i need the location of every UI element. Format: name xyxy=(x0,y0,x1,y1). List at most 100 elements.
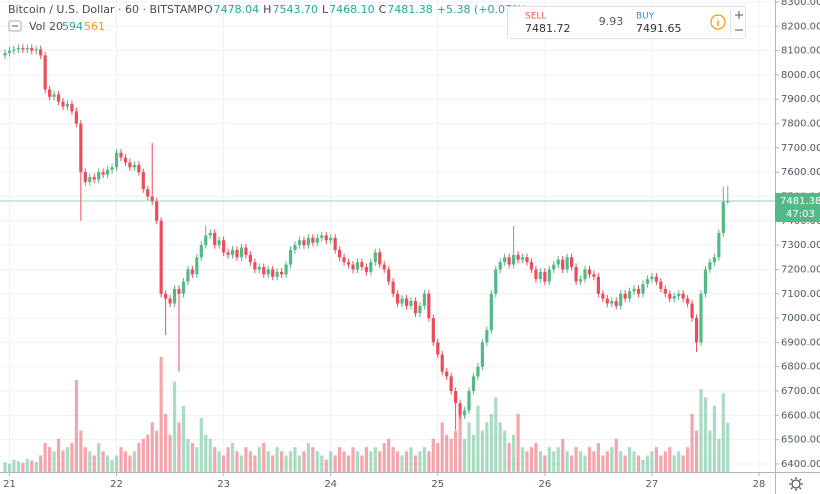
volume-bar xyxy=(650,451,654,472)
sell-button[interactable] xyxy=(516,9,590,36)
candle-body xyxy=(454,391,458,404)
candle-body xyxy=(222,240,226,253)
ohlc-change: +5.38 (+0.07%) xyxy=(437,3,527,16)
candle-body xyxy=(123,157,128,163)
x-tick-label: 26 xyxy=(538,479,551,490)
volume-bar xyxy=(717,438,721,472)
volume-bar xyxy=(101,451,105,472)
y-tick-label: 7100.00 xyxy=(781,289,820,300)
volume-bar xyxy=(346,455,351,472)
volume-bar xyxy=(288,451,293,472)
volume-bar xyxy=(329,451,333,472)
candle-body xyxy=(382,264,386,270)
y-tick-label: 8300.00 xyxy=(781,0,820,8)
volume-bar xyxy=(387,438,391,472)
candle-body xyxy=(427,293,431,319)
candle-body xyxy=(56,94,61,102)
candle-body xyxy=(65,104,70,107)
ohlc-value: 7543.70 xyxy=(272,3,318,16)
candle-body xyxy=(396,293,400,304)
candle-body xyxy=(592,274,596,277)
volume-bar xyxy=(413,455,418,472)
volume-bar xyxy=(632,451,636,472)
candle-body xyxy=(48,89,52,97)
volume-bar xyxy=(177,422,181,472)
volume-bar xyxy=(659,455,663,472)
candle-body xyxy=(34,49,38,51)
volume-bar xyxy=(83,447,87,472)
volume-bar xyxy=(726,422,730,472)
volume-bar xyxy=(56,438,61,472)
candle-body xyxy=(288,249,293,265)
candle-body xyxy=(494,269,498,294)
settings-button[interactable] xyxy=(791,479,801,489)
y-tick-label: 6600.00 xyxy=(781,410,820,421)
y-tick-label: 7600.00 xyxy=(781,167,820,178)
candle-body xyxy=(712,257,716,263)
volume-bar xyxy=(409,447,413,472)
volume-bar xyxy=(92,455,96,472)
candle-body xyxy=(480,342,484,367)
volume-bar xyxy=(114,455,119,472)
volume-bar xyxy=(565,451,569,472)
volume-bar xyxy=(123,451,128,472)
candle-body xyxy=(239,247,244,258)
candle-body xyxy=(302,240,306,246)
candle-body xyxy=(190,269,194,275)
volume-bar xyxy=(266,451,270,472)
y-tick-label: 6400.00 xyxy=(781,459,820,470)
buy-button[interactable] xyxy=(630,9,704,36)
volume-bar xyxy=(552,451,556,472)
volume-bar xyxy=(400,455,404,472)
candle-body xyxy=(677,293,681,297)
candle-body xyxy=(79,123,83,173)
volume-legend-ma: 561 xyxy=(84,20,105,33)
candle-body xyxy=(248,254,252,263)
volume-bar xyxy=(186,438,190,472)
candle-body xyxy=(552,264,556,270)
candle-body xyxy=(520,257,525,260)
volume-bar xyxy=(418,451,422,472)
candle-body xyxy=(565,257,569,270)
candle-body xyxy=(387,269,391,282)
volume-bar xyxy=(721,393,725,472)
candle-body xyxy=(462,410,467,416)
volume-bar xyxy=(30,460,34,472)
candle-body xyxy=(168,298,172,304)
volume-bar xyxy=(155,430,159,472)
volume-bar xyxy=(21,462,25,472)
last-price-box xyxy=(775,193,820,223)
volume-bar xyxy=(106,455,110,472)
candle-body xyxy=(686,298,690,304)
volume-bar xyxy=(48,447,52,472)
candle-body xyxy=(583,269,587,280)
volume-bar xyxy=(3,462,7,472)
volume-bar xyxy=(128,455,132,472)
volume-bar xyxy=(150,422,154,472)
candle-body xyxy=(172,288,177,304)
info-icon[interactable] xyxy=(710,14,726,30)
price-axis: 6400.00 6500.00 6600.00 6700.00 6800.00 6900.… xyxy=(775,0,820,470)
candle-body xyxy=(422,293,426,306)
volume-bar xyxy=(222,455,226,472)
volume-bar xyxy=(70,443,74,472)
volume-bar xyxy=(97,443,101,472)
volume-bar xyxy=(587,447,592,472)
volume-bar xyxy=(342,451,346,472)
volume-bar xyxy=(382,443,386,472)
plus-button[interactable] xyxy=(735,11,743,19)
volume-bar xyxy=(529,447,534,472)
candle-body xyxy=(101,172,105,175)
volume-bar xyxy=(302,451,306,472)
volume-bar xyxy=(404,451,409,472)
candle-body xyxy=(137,164,141,173)
candle-body xyxy=(253,262,257,270)
y-tick-label: 7300.00 xyxy=(781,240,820,251)
candle-body xyxy=(119,152,123,158)
candle-body xyxy=(561,259,565,270)
candle-body xyxy=(391,281,395,294)
candle-body xyxy=(547,269,551,282)
candle-body xyxy=(177,288,181,294)
volume-bar xyxy=(561,438,565,472)
